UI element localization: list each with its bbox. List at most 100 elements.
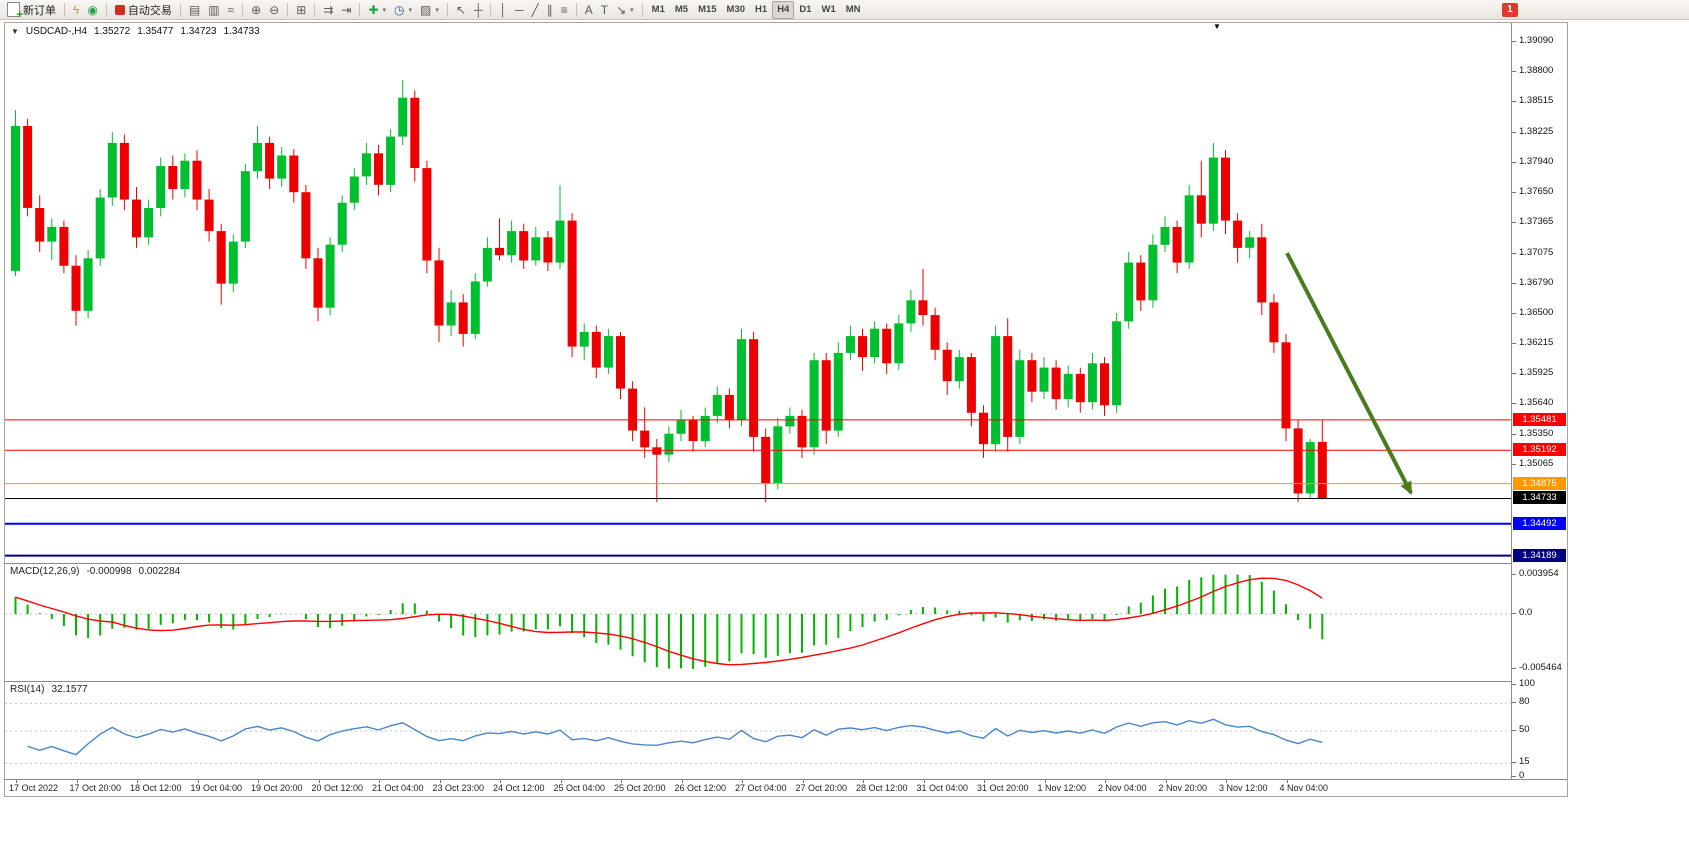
macd-pane: MACD(12,26,9) -0.000998 0.002284	[5, 563, 1511, 682]
zoom-out-button[interactable]: ⊖	[265, 1, 283, 19]
fibonacci-icon: ≡	[560, 2, 568, 17]
fibonacci-button[interactable]: ≡	[557, 1, 572, 19]
candle	[107, 142, 117, 198]
price-axis-label: 1.36500	[1519, 306, 1554, 318]
candle	[35, 208, 45, 242]
axis-tick	[197, 780, 199, 783]
price-line-badge: 1.34492	[1513, 516, 1566, 530]
date-axis-label: 27 Oct 20:00	[795, 783, 848, 793]
price-axis-label: 1.35065	[1519, 457, 1554, 469]
candle	[628, 388, 638, 431]
macd-signal-line	[15, 577, 1323, 666]
indicators-button[interactable]: ✚ ▾	[364, 1, 390, 19]
timeframe-h4-button[interactable]: H4	[772, 0, 795, 19]
chevron-down-icon: ▾	[630, 6, 634, 14]
candle	[422, 168, 432, 261]
timeframe-m1-button[interactable]: M1	[647, 1, 670, 19]
rsi-axis-label: 80	[1519, 696, 1530, 708]
community-button[interactable]: ◉	[83, 1, 101, 19]
periods-button[interactable]: ◷ ▾	[390, 1, 416, 19]
vertical-line-button[interactable]: │	[495, 1, 511, 19]
trendline-icon: ╱	[531, 2, 539, 17]
lightning-button[interactable]: ϟ	[69, 1, 83, 19]
community-icon: ◉	[87, 2, 98, 17]
macd-signal-value: 0.002284	[138, 566, 181, 577]
chart-shift-button[interactable]: ⇥	[337, 1, 355, 19]
axis-tick	[1512, 161, 1516, 163]
macd-header: MACD(12,26,9) -0.000998 0.002284	[10, 566, 180, 577]
candlestick-chart-button[interactable]: ▥	[204, 1, 223, 19]
trend-arrow[interactable]	[1285, 252, 1413, 495]
axis-tick	[1512, 373, 1516, 375]
crosshair-icon: ┼	[473, 2, 483, 17]
price-axis[interactable]: 1.39090 1.38800 1.38515 1.38225 1.37940 1.376…	[1511, 23, 1568, 781]
chevron-down-icon: ▾	[382, 6, 387, 14]
candle	[1245, 237, 1255, 248]
date-axis-label: 31 Oct 04:00	[916, 783, 969, 793]
arrows-button[interactable]: ↘ ▾	[612, 1, 638, 19]
cursor-button[interactable]: ↖	[452, 1, 470, 19]
price-axis-label: 1.37075	[1519, 246, 1554, 258]
price-axis-label: 1.35925	[1519, 367, 1554, 379]
axis-tick	[1105, 780, 1106, 783]
date-axis[interactable]: 17 Oct 2022 17 Oct 20:00 18 Oct 12:00 19 Oc…	[5, 779, 1567, 798]
autotrading-button[interactable]: 自动交易	[111, 1, 176, 19]
candle	[1003, 336, 1013, 437]
chart-shift-marker[interactable]: ▼	[1213, 22, 1221, 31]
axis-tick	[1286, 780, 1288, 783]
timeframe-d1-button[interactable]: D1	[794, 1, 816, 19]
candle	[349, 176, 359, 203]
date-axis-label: 2 Nov 20:00	[1158, 783, 1208, 793]
candle	[773, 426, 783, 483]
rsi-title: RSI(14)	[10, 684, 45, 695]
axis-tick	[1512, 573, 1516, 575]
toolbar-separator	[314, 2, 316, 17]
axis-tick	[1512, 131, 1516, 133]
axis-tick	[1512, 776, 1516, 777]
autotrading-icon	[114, 4, 125, 15]
text-button[interactable]: A	[581, 1, 597, 19]
line-chart-button[interactable]: ≈	[224, 1, 239, 19]
lightning-icon: ϟ	[73, 2, 80, 17]
candle	[882, 328, 892, 364]
timeframe-h1-button[interactable]: H1	[750, 1, 772, 19]
rsi-axis-label: 15	[1519, 756, 1530, 768]
price-axis-label: 1.37940	[1519, 155, 1554, 167]
text-label-button[interactable]: T	[597, 1, 612, 19]
axis-tick	[1512, 101, 1516, 103]
timeframe-m15-button[interactable]: M15	[693, 1, 721, 19]
candle	[1100, 363, 1109, 406]
candle	[47, 226, 57, 242]
axis-tick	[1512, 730, 1516, 731]
timeframe-mn-button[interactable]: MN	[841, 1, 866, 19]
date-axis-label: 3 Nov 12:00	[1219, 783, 1268, 793]
timeframe-m5-button[interactable]: M5	[670, 1, 693, 19]
candle	[1063, 373, 1073, 400]
candle	[482, 247, 492, 282]
date-axis-label: 23 Oct 23:00	[432, 783, 485, 793]
toolbar-separator	[446, 2, 448, 17]
channel-button[interactable]: ∥	[543, 1, 557, 19]
trendline-button[interactable]: ╱	[527, 1, 542, 19]
candle	[95, 197, 105, 259]
date-axis-label: 1 Nov 12:00	[1037, 783, 1087, 793]
one-click-collapse-icon[interactable]: ▼	[11, 27, 19, 36]
templates-button[interactable]: ▨ ▾	[416, 1, 443, 19]
auto-scroll-button[interactable]: ⇉	[319, 1, 337, 19]
horizontal-line-button[interactable]: ─	[511, 1, 528, 19]
axis-tick	[1044, 780, 1046, 783]
zoom-in-button[interactable]: ⊕	[247, 1, 265, 19]
bar-chart-button[interactable]: ▤	[185, 1, 204, 19]
alert-badge[interactable]: 1	[1502, 3, 1518, 17]
candle	[979, 412, 988, 445]
timeframe-w1-button[interactable]: W1	[817, 1, 841, 19]
macd-plot	[5, 574, 1511, 669]
high-value: 1.35477	[137, 26, 174, 37]
crosshair-button[interactable]: ┼	[470, 1, 487, 19]
tile-windows-button[interactable]: ⊞	[292, 1, 310, 19]
toolbar-separator	[575, 2, 577, 17]
candle	[579, 331, 589, 347]
axis-tick	[621, 780, 622, 783]
timeframe-m30-button[interactable]: M30	[722, 1, 750, 19]
new-order-button[interactable]: 新订单	[3, 1, 60, 21]
